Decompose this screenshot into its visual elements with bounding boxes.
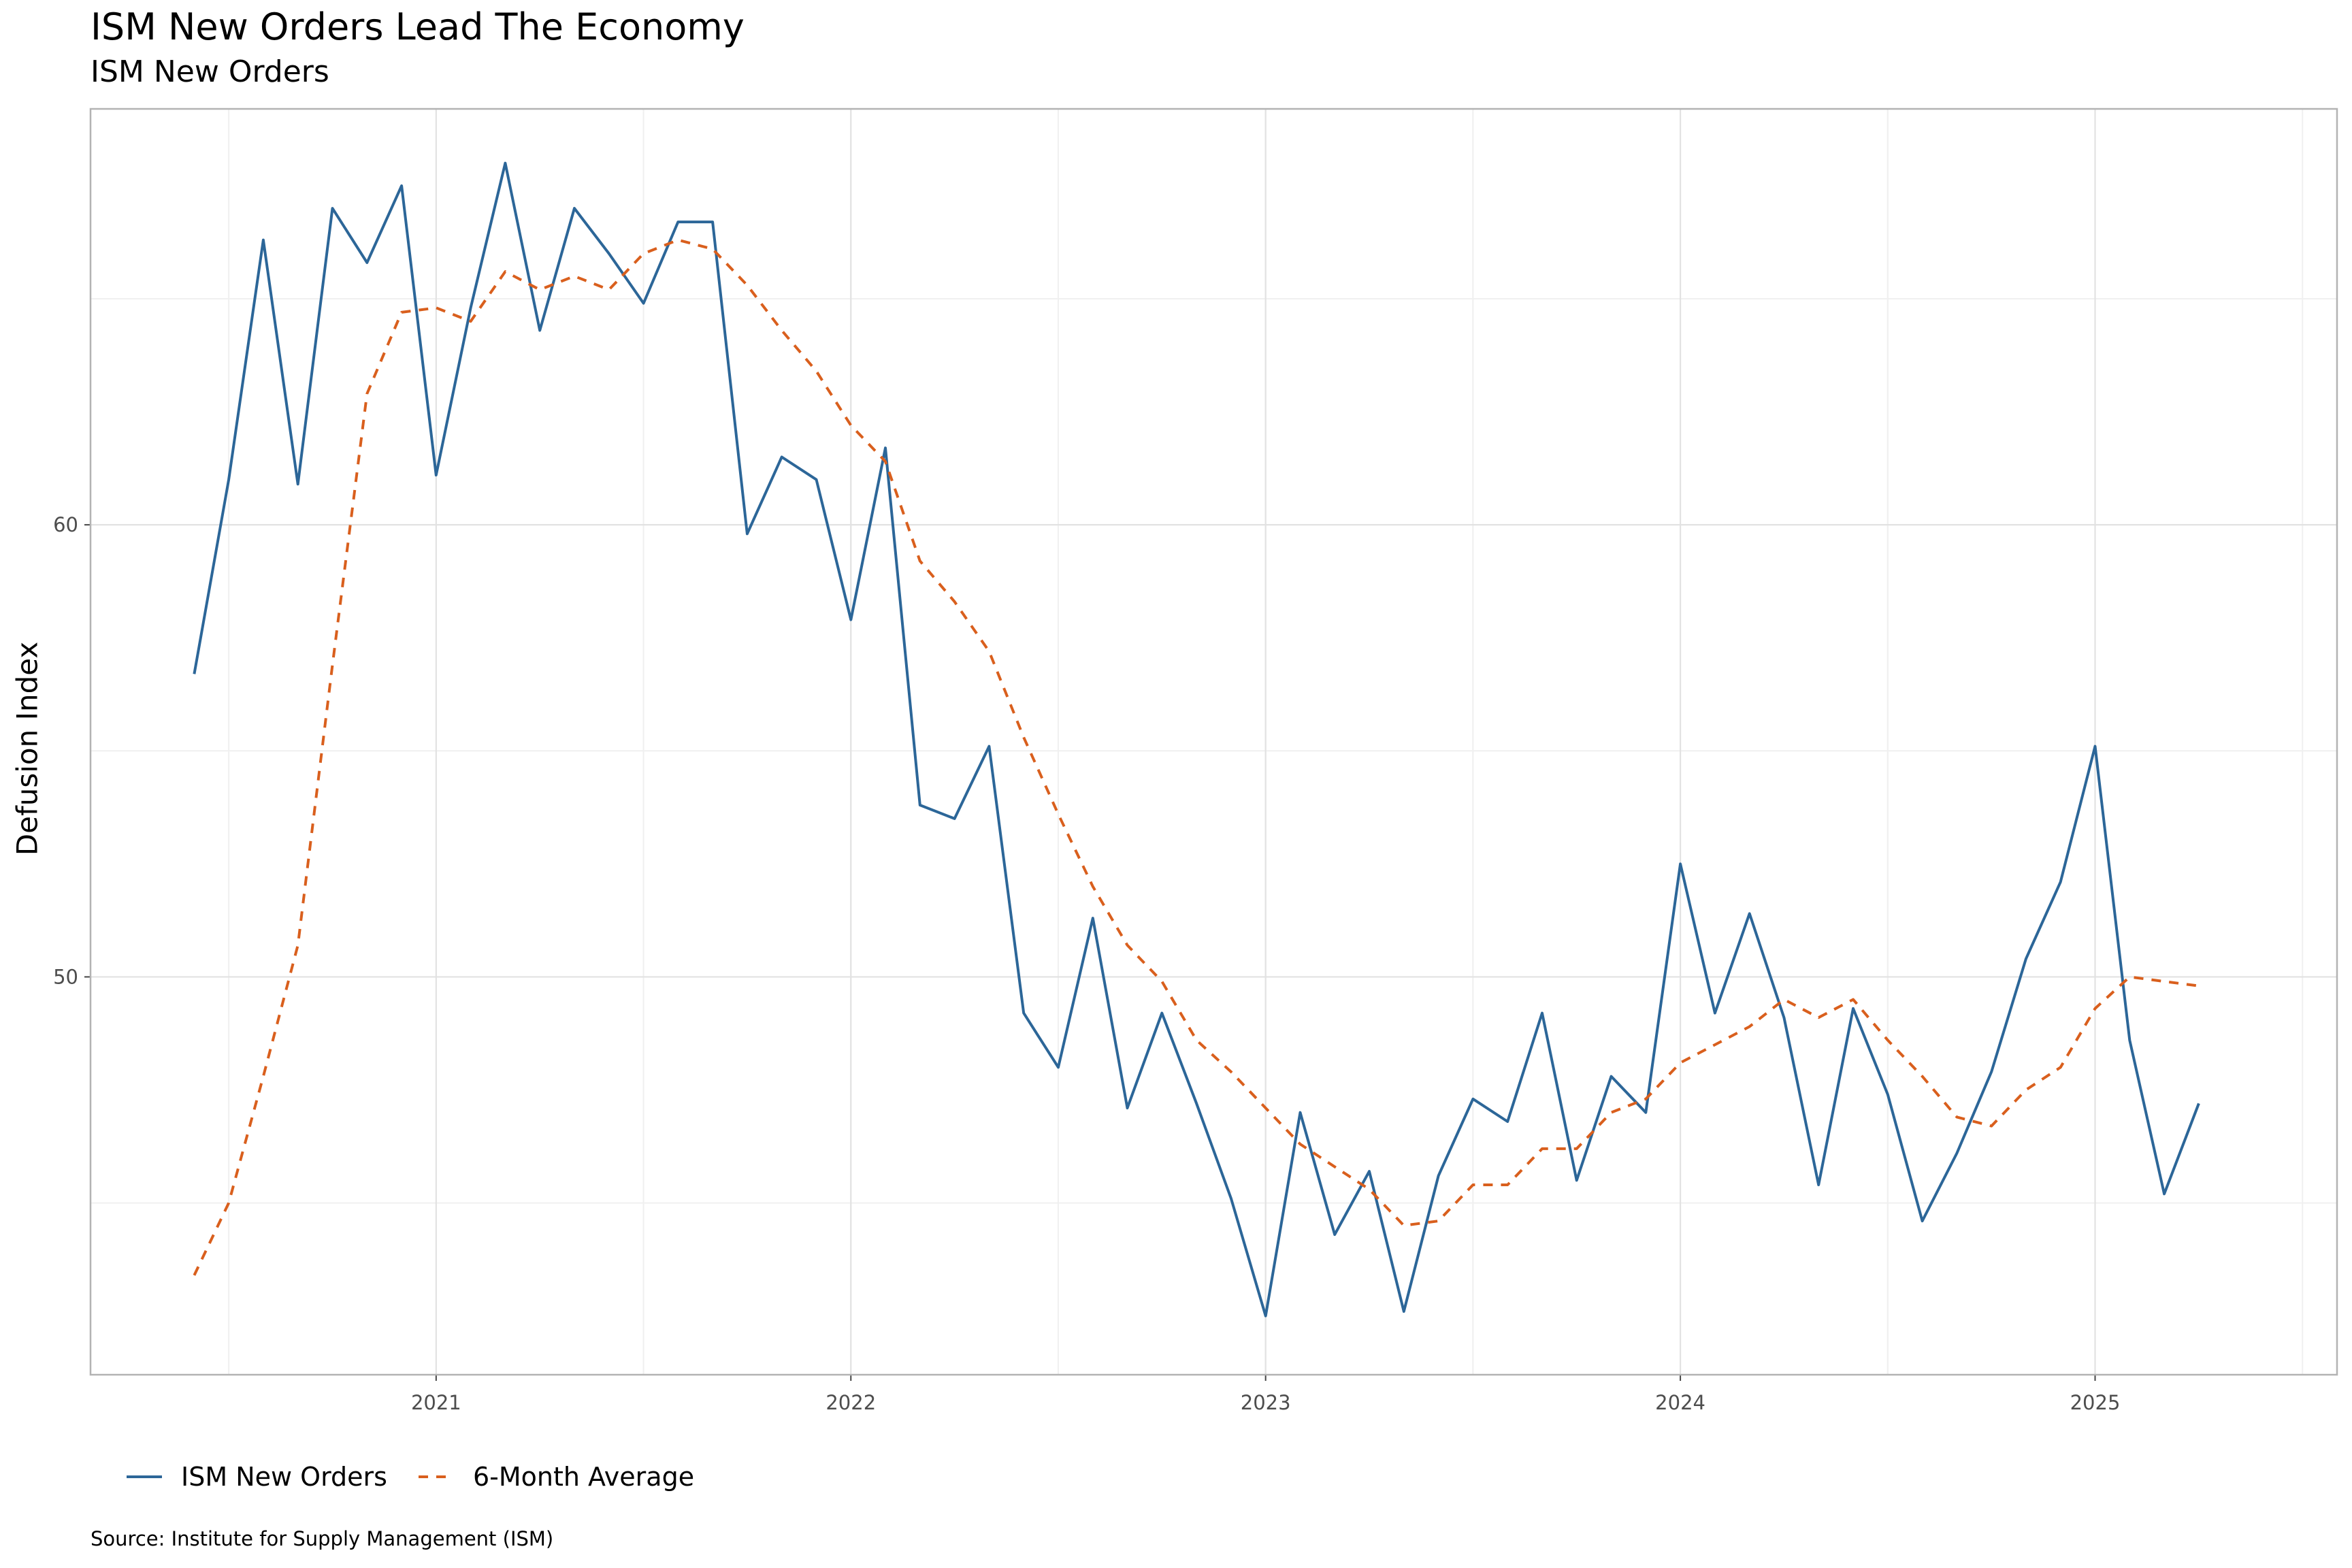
legend-label-6-month-average: 6-Month Average <box>472 1462 695 1492</box>
y-tick-label: 60 <box>53 513 78 536</box>
y-tick-label: 50 <box>53 965 78 988</box>
x-tick-label: 2025 <box>2070 1391 2121 1414</box>
chart-title: ISM New Orders Lead The Economy <box>91 5 745 48</box>
x-tick-label: 2022 <box>826 1391 876 1414</box>
source-caption: Source: Institute for Supply Management … <box>91 1527 554 1550</box>
legend-label-ism-new-orders: ISM New Orders <box>181 1462 387 1492</box>
legend-key-solid-line <box>127 1475 162 1478</box>
plot-panel <box>91 109 2337 1375</box>
x-tick-label: 2021 <box>411 1391 461 1414</box>
legend-key-dashed-line <box>418 1475 454 1478</box>
series-line-ism-new-orders <box>193 161 2200 1318</box>
chart-subtitle: ISM New Orders <box>91 54 329 89</box>
series-line-6-month-average <box>193 238 2200 1276</box>
legend-item-6-month-average: 6-Month Average <box>417 1462 694 1492</box>
legend-item-ism-new-orders: ISM New Orders <box>125 1462 387 1492</box>
legend: ISM New Orders 6-Month Average <box>125 1462 724 1492</box>
x-tick-label: 2023 <box>1241 1391 1291 1414</box>
x-tick-label: 2024 <box>1655 1391 1705 1414</box>
plot-panel-border <box>89 108 2338 1376</box>
